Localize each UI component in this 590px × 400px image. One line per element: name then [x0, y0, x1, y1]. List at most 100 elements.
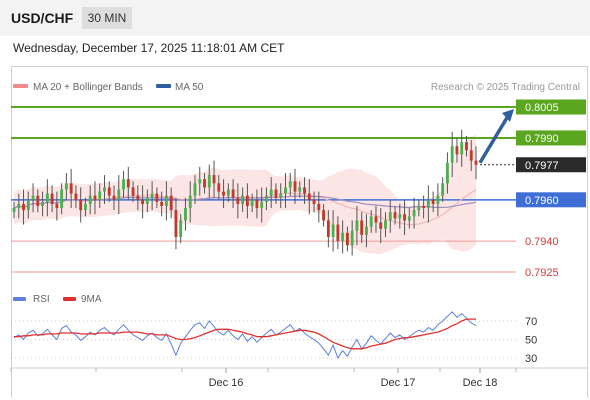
candle [336, 216, 340, 250]
candle-body [222, 191, 225, 196]
level-0-7960-box [516, 192, 586, 208]
candle [393, 206, 397, 225]
bollinger-bands [14, 134, 476, 255]
candle-body [350, 230, 354, 246]
candle [41, 191, 45, 217]
candle [245, 183, 249, 219]
candle-body [393, 212, 397, 219]
candle [112, 185, 116, 211]
candle-body [360, 220, 364, 235]
candle [136, 185, 140, 211]
candle [279, 183, 283, 209]
candle-body [207, 175, 211, 188]
chart-frame [11, 66, 588, 398]
candle [50, 185, 54, 213]
candle-body [269, 189, 273, 196]
candle-body [265, 195, 268, 202]
candle-body [403, 214, 406, 221]
bollinger-band-area [14, 134, 476, 255]
candle-body [45, 193, 49, 202]
candle-body [74, 193, 78, 200]
candle [460, 129, 464, 167]
rsi-ma-line [14, 318, 476, 350]
candle [250, 193, 254, 213]
candle-body [317, 203, 321, 211]
candle-body [84, 203, 87, 211]
candle-body [164, 195, 168, 206]
candle [117, 175, 121, 215]
candle-body [312, 199, 316, 204]
candle [122, 170, 125, 198]
x-tick-label: Dec 17 [381, 377, 416, 389]
rsi-tick-50: 50 [525, 335, 537, 347]
candle-body [331, 224, 335, 237]
candle [403, 199, 406, 235]
candle-body [374, 216, 378, 223]
price-labels: 0.8005 0.7990 0.7977 0.7960 0.7940 0.7925 [516, 99, 586, 279]
candle [174, 197, 178, 250]
candle-body [441, 183, 445, 196]
timeframe-badge[interactable]: 30 MIN [82, 7, 132, 29]
candle-body [398, 214, 402, 219]
level-0-7977-box [516, 157, 586, 173]
candle [474, 146, 478, 180]
x-tick-label: Dec 18 [463, 377, 498, 389]
candle-body [141, 199, 145, 204]
candle [193, 175, 197, 204]
candle [207, 164, 211, 198]
rsi-ma-legend-swatch [63, 297, 76, 301]
candle [307, 179, 311, 215]
candle [431, 191, 435, 213]
level-0-7977-label: 0.7977 [525, 160, 559, 172]
candle [369, 210, 373, 233]
candle-body [79, 199, 83, 211]
candle [12, 201, 16, 219]
candle [22, 189, 25, 225]
candle [326, 210, 330, 248]
candle-body [88, 195, 92, 204]
candle [231, 179, 235, 209]
candle-body [422, 206, 426, 209]
candle-body [160, 201, 164, 206]
legend-label-bollinger: MA 20 + Bollinger Bands [33, 82, 143, 93]
candle [331, 210, 335, 252]
arrow-shaft [478, 115, 510, 164]
candle-body [93, 195, 97, 200]
candle-body [145, 197, 149, 204]
candle-body [379, 222, 383, 229]
candle [350, 220, 354, 256]
candle-body [203, 179, 206, 188]
candle-body [155, 193, 159, 202]
chart-header: USD/CHF 30 MIN [0, 0, 590, 36]
candle-body [103, 187, 106, 192]
candle-body [150, 193, 154, 198]
candle-body [369, 216, 373, 227]
candle-body [365, 226, 368, 235]
candle [360, 212, 364, 244]
candle-body [426, 199, 430, 209]
candle [265, 187, 268, 211]
candle-body [212, 175, 216, 184]
candle-body [184, 208, 187, 221]
candle [74, 185, 78, 209]
rsi-line [13, 311, 477, 360]
candle [355, 206, 359, 246]
candle [417, 199, 421, 217]
candle [450, 131, 454, 178]
legend-swatch-bollinger [13, 84, 28, 88]
candle [155, 187, 159, 209]
candle-body [55, 203, 59, 209]
candle-body [445, 162, 449, 184]
x-axis: Dec 16 Dec 17 Dec 18 [10, 368, 517, 389]
candle [426, 185, 430, 223]
candle-body [241, 195, 245, 204]
candle [17, 193, 21, 219]
candle [55, 191, 59, 221]
candle-body [188, 195, 192, 209]
candle-body [279, 193, 283, 198]
candle-body [465, 142, 468, 151]
legend-label-ma50: MA 50 [175, 82, 204, 93]
level-0-8005-box [516, 99, 586, 115]
candle [198, 166, 202, 196]
candle [317, 191, 321, 223]
